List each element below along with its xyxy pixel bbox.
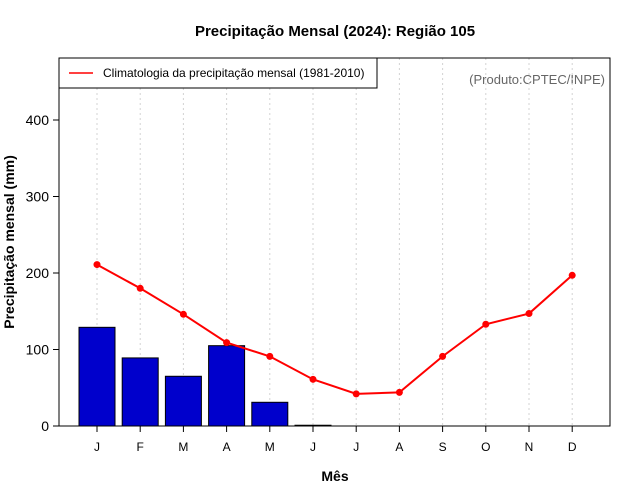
x-tick-label: N [525,440,534,454]
y-tick-label: 100 [26,342,50,358]
bar-m-2 [164,375,202,427]
x-tick-label: J [310,440,316,454]
x-tick-label: A [223,440,231,454]
climatology-point-7 [395,388,403,396]
bar-a-3 [208,345,246,427]
y-tick-label: 400 [26,112,50,128]
x-tick-label: A [395,440,403,454]
climatology-point-6 [352,390,360,398]
climatology-point-1 [136,284,144,292]
x-tick-label: D [568,440,577,454]
x-tick-label: J [353,440,359,454]
x-axis-label: Mês [321,468,348,484]
x-tick-label: S [439,440,447,454]
y-axis-label: Precipitação mensal (mm) [1,155,17,329]
line-layer [93,261,576,398]
grid-layer [96,58,573,426]
bar-f-1 [121,357,159,427]
climatology-point-5 [309,375,317,383]
legend-entry-climatology: Climatologia da precipitação mensal (198… [103,66,364,80]
legend: Climatologia da precipitação mensal (198… [58,57,378,89]
y-tick-label: 300 [26,189,50,205]
climatology-line [96,263,573,395]
bars-layer [78,326,332,427]
legend-box [58,57,378,89]
climatology-point-8 [439,352,447,360]
x-tick-label: J [94,440,100,454]
climatology-point-4 [266,352,274,360]
climatology-point-11 [568,271,576,279]
credit-text: (Produto:CPTEC/INPE) [469,72,605,87]
climatology-point-0 [93,261,101,269]
climatology-point-3 [223,339,231,347]
x-tick-label: M [265,440,275,454]
x-tick-label: O [481,440,490,454]
y-tick-label: 0 [41,418,49,434]
climatology-point-2 [179,310,187,318]
x-tick-label: F [137,440,144,454]
y-axis: 0 100 200 300 400 [26,112,59,434]
bar-j-0 [78,326,116,427]
x-tick-label: M [178,440,188,454]
y-tick-label: 200 [26,265,50,281]
chart-title: Precipitação Mensal (2024): Região 105 [195,23,475,40]
bar-m-4 [251,401,289,427]
climatology-point-10 [525,310,533,318]
climatology-point-9 [482,320,490,328]
